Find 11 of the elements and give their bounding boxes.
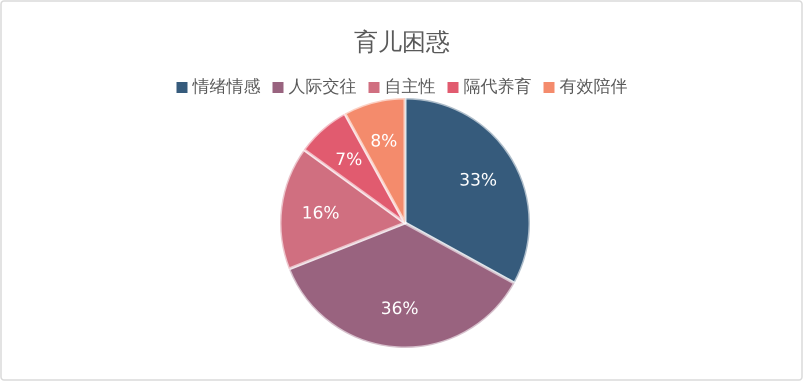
legend-label: 隔代养育 [464,77,532,97]
legend-label: 有效陪伴 [560,77,628,97]
data-label: 33% [459,170,498,191]
data-label: 8% [370,132,398,152]
legend-label: 情绪情感 [192,77,260,97]
legend-label: 人际交往 [288,77,356,97]
chart-title: 育儿困惑 [354,28,450,56]
data-label: 36% [380,298,419,319]
data-label: 16% [302,203,340,224]
legend-label: 自主性 [384,77,436,97]
data-label: 7% [335,150,362,170]
